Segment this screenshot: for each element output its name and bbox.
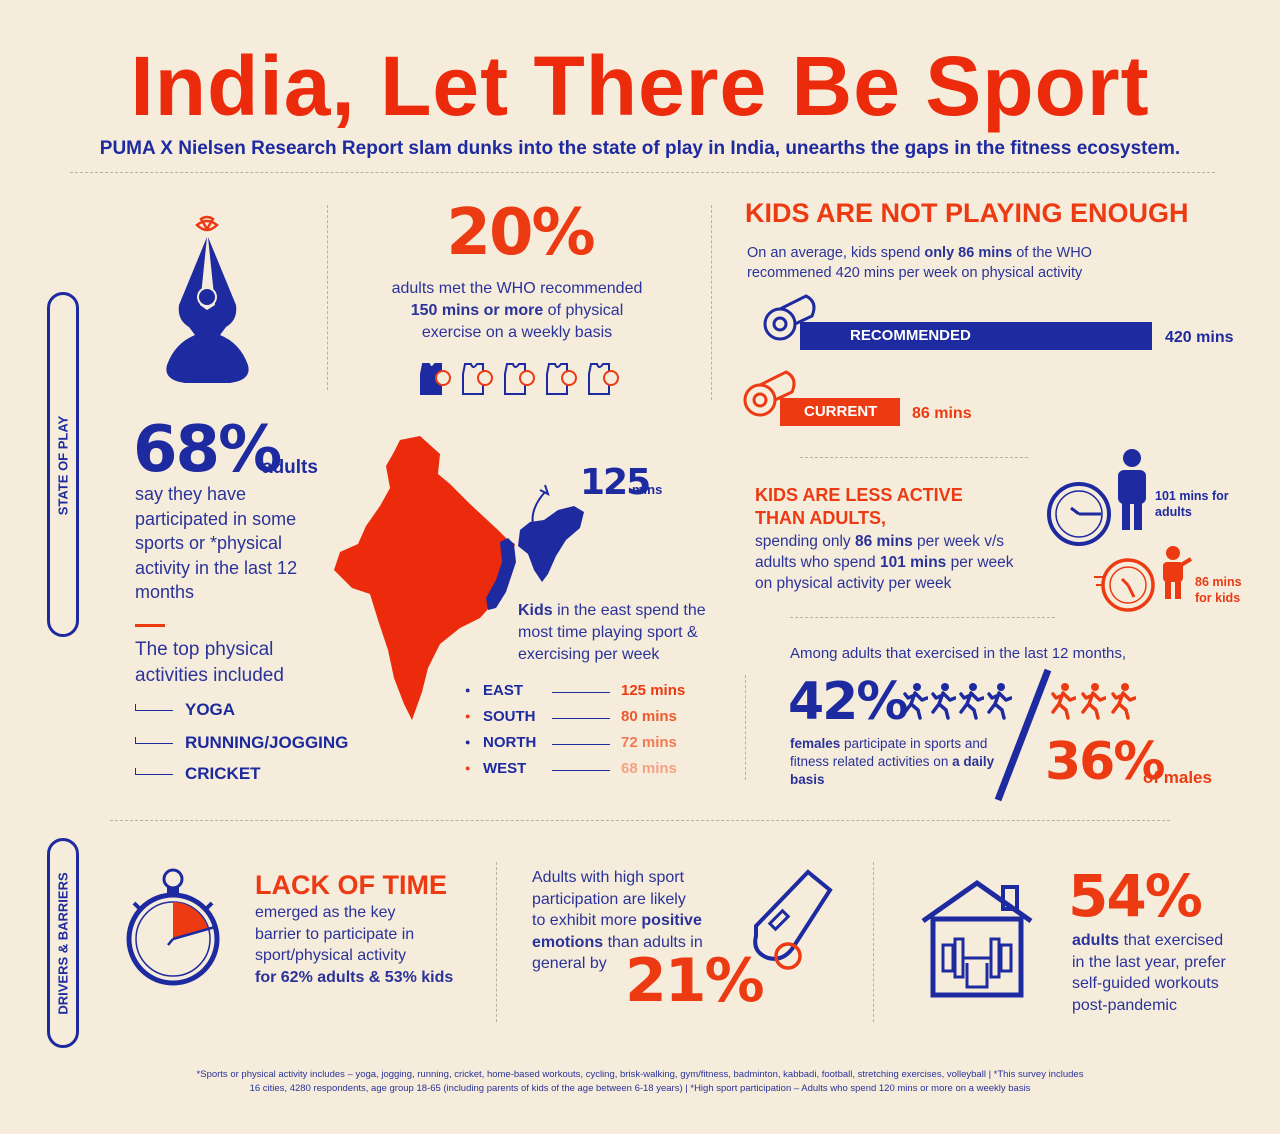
stopwatch-icon	[126, 868, 220, 986]
region-row: ● NORTH 72 mins	[465, 734, 725, 756]
runner-icon	[931, 683, 956, 720]
runner-icon	[959, 683, 984, 720]
stat-68-text: say they have participated in some sport…	[135, 484, 298, 602]
region-name: EAST	[483, 682, 524, 699]
jersey-icon	[462, 363, 493, 395]
selfguided-value: 54%	[1068, 862, 1203, 930]
accent-bar	[135, 624, 165, 627]
female-text: females participate in sports and fitnes…	[790, 736, 995, 787]
home-workout-icon	[921, 879, 1033, 998]
whistle-icon	[753, 869, 833, 970]
map-caption: Kids in the east spend the most time pla…	[518, 602, 706, 663]
male-value: 36%	[1045, 732, 1165, 792]
state-of-play-box: STATE OF PLAY	[47, 292, 79, 637]
region-name: SOUTH	[483, 708, 536, 725]
current-bar: CURRENT	[780, 398, 900, 426]
region-mins: 80 mins	[621, 708, 677, 725]
divider	[496, 862, 497, 1022]
region-line	[552, 718, 610, 719]
activities-heading: The top physical activities included	[135, 639, 284, 686]
gender-intro: Among adults that exercised in the last …	[790, 645, 1127, 662]
divider	[800, 457, 1028, 458]
jersey-icon	[546, 363, 577, 395]
runner-icon	[1111, 683, 1136, 720]
kids-label: 86 mins for kids	[1195, 575, 1242, 605]
runner-icon	[1081, 683, 1106, 720]
activity-item: YOGA	[135, 698, 405, 722]
jersey-icon	[420, 363, 451, 395]
stat-68-value: 68%	[133, 413, 282, 487]
kid-figure-icon	[1163, 546, 1193, 599]
emotions-text: Adults with high sport participation are…	[532, 869, 703, 972]
current-value: 86 mins	[912, 405, 972, 422]
header-divider	[70, 172, 1215, 173]
recommended-bar: RECOMMENDED	[800, 322, 1152, 350]
stat-20-value: 20%	[446, 196, 595, 270]
drivers-barriers-label: DRIVERS & BARRIERS	[55, 872, 71, 1015]
blue-mat-icon	[763, 294, 816, 341]
footnote: *Sports or physical activity includes – …	[196, 1069, 1084, 1094]
male-runners	[1050, 682, 1145, 722]
activity-item: RUNNING/JOGGING	[135, 731, 405, 755]
region-mins: 68 mins	[621, 760, 677, 777]
runner-icon	[903, 683, 928, 720]
region-line	[552, 692, 610, 693]
emotions-value: 21%	[625, 946, 765, 1016]
red-stopwatch-icon	[1094, 558, 1155, 612]
divider	[745, 675, 746, 780]
region-name: WEST	[483, 760, 527, 777]
slash-divider	[994, 668, 1052, 802]
stat-68-unit: adults	[262, 457, 318, 478]
pin-icon: ●	[465, 763, 471, 773]
lack-of-time-heading: LACK OF TIME	[255, 870, 447, 900]
page-title: India, Let There Be Sport	[130, 39, 1150, 133]
recommended-value: 420 mins	[1165, 329, 1234, 346]
divider	[873, 862, 874, 1022]
pin-icon: ●	[465, 737, 471, 747]
region-mins: 125 mins	[621, 682, 686, 699]
section-divider	[110, 820, 1170, 821]
east-value: 125	[580, 462, 651, 503]
kids-less-active-heading: KIDS ARE LESS ACTIVE THAN ADULTS,	[755, 485, 963, 528]
region-row: ● EAST 125 mins	[465, 682, 725, 704]
jersey-icon	[588, 363, 619, 395]
blue-clock-icon	[1047, 482, 1111, 546]
runner-icon	[1051, 683, 1076, 720]
yoga-figure-icon	[166, 215, 249, 383]
region-name: NORTH	[483, 734, 537, 751]
selfguided-text: adults that exercised in the last year, …	[1072, 932, 1226, 1014]
female-runners	[902, 682, 1017, 722]
activity-item: CRICKET	[135, 762, 405, 786]
lack-of-time-text: emerged as the key barrier to participat…	[255, 904, 454, 986]
divider	[327, 205, 328, 390]
region-mins: 72 mins	[621, 734, 677, 751]
pin-icon: ●	[465, 711, 471, 721]
divider	[711, 205, 712, 400]
male-text: of males	[1143, 768, 1212, 787]
kids-less-active-text: spending only 86 mins per week v/s adult…	[755, 533, 1014, 592]
kids-not-playing-heading: KIDS ARE NOT PLAYING ENOUGH	[745, 198, 1189, 228]
page-subtitle: PUMA X Nielsen Research Report slam dunk…	[99, 138, 1181, 159]
drivers-barriers-box: DRIVERS & BARRIERS	[47, 838, 79, 1048]
region-line	[552, 770, 610, 771]
east-unit: mins	[632, 482, 663, 497]
female-value: 42%	[788, 672, 908, 732]
jersey-row	[415, 360, 630, 400]
region-line	[552, 744, 610, 745]
pin-icon: ●	[465, 685, 471, 695]
runner-icon	[987, 683, 1012, 720]
region-row: ● SOUTH 80 mins	[465, 708, 725, 730]
region-row: ● WEST 68 mins	[465, 760, 725, 782]
divider	[790, 617, 1055, 618]
jersey-icon	[504, 363, 535, 395]
kids-not-playing-text: On an average, kids spend only 86 mins o…	[747, 245, 1092, 281]
adults-label: 101 mins for adults	[1155, 489, 1229, 519]
red-mat-icon	[743, 370, 796, 417]
state-of-play-label: STATE OF PLAY	[55, 415, 71, 516]
stat-20-text: adults met the WHO recommended 150 mins …	[391, 280, 643, 341]
region-list: ● EAST 125 mins ● SOUTH 80 mins ● NORTH 72 mins ●…	[465, 682, 725, 792]
india-map	[334, 436, 584, 720]
adult-figure-icon	[1118, 449, 1146, 530]
